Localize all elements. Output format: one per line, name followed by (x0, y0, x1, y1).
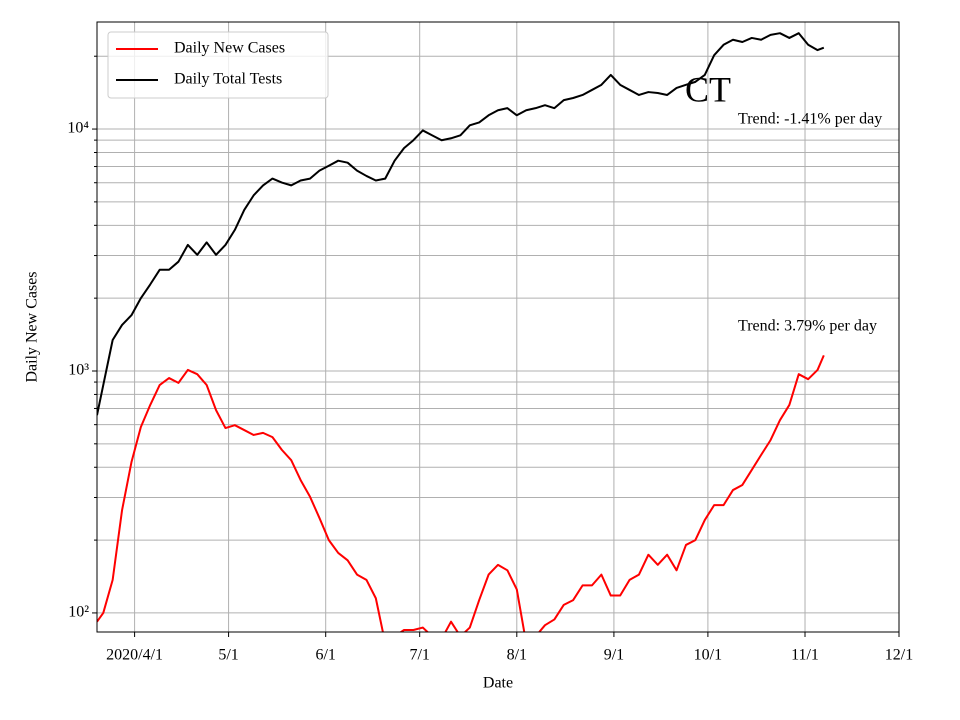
legend-label: Daily Total Tests (174, 71, 282, 88)
annotation: Trend: -1.41% per day (738, 111, 882, 128)
series-line (97, 354, 825, 632)
chart-title: CT (685, 69, 731, 109)
x-tick-label: 10/1 (694, 647, 722, 664)
x-tick-label: 5/1 (218, 647, 238, 664)
legend: Daily New Cases Daily Total Tests (107, 31, 329, 99)
series-line (97, 32, 825, 416)
x-tick-label: 9/1 (604, 647, 624, 664)
legend-box (107, 31, 329, 99)
axes: 2020/4/1 5/1 6/1 7/1 8/1 9/1 10/1 11/1 12/1 10² 10… (67, 55, 913, 664)
x-tick-label: 6/1 (315, 647, 335, 664)
x-tick-label: 12/1 (885, 647, 913, 664)
plot-area (97, 32, 825, 632)
y-tick-label: 10⁴ (67, 120, 89, 137)
y-tick-label: 10² (68, 604, 89, 621)
x-tick-label: 7/1 (409, 647, 429, 664)
x-axis-label: Date (483, 675, 513, 692)
x-tick-label: 8/1 (507, 647, 527, 664)
legend-label: Daily New Cases (174, 40, 285, 57)
y-axis-label: Daily New Cases (24, 271, 41, 382)
axes-frame (96, 21, 900, 633)
y-tick-label: 10³ (68, 362, 89, 379)
annotation: Trend: 3.79% per day (738, 318, 877, 335)
grid (97, 22, 900, 632)
x-tick-label: 2020/4/1 (106, 647, 163, 664)
x-tick-label: 11/1 (791, 647, 819, 664)
